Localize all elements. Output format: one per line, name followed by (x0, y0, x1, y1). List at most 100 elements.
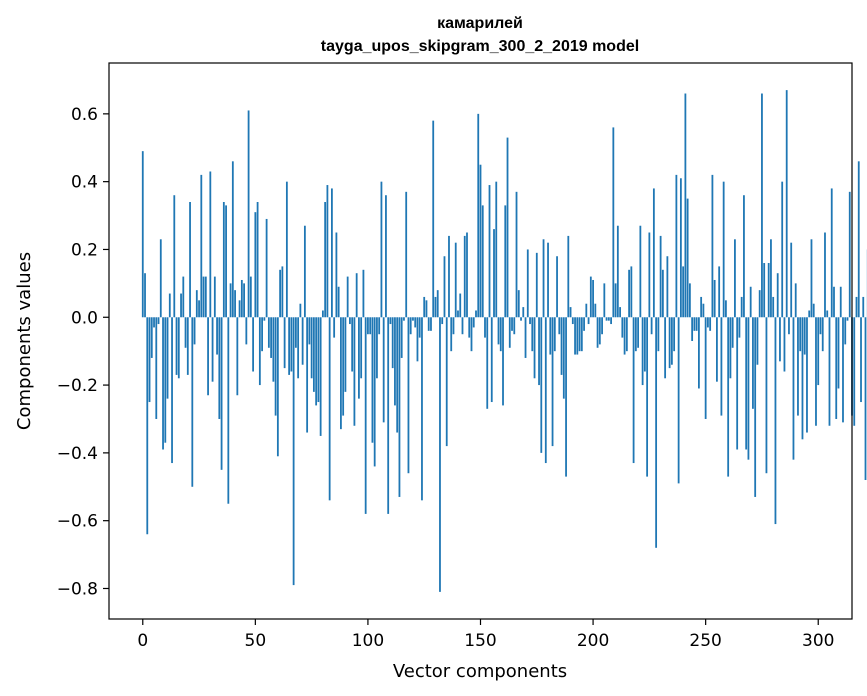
bar (427, 317, 430, 331)
x-tick-label: 150 (464, 631, 496, 651)
bar (538, 317, 540, 386)
bar (454, 242, 457, 318)
bar (722, 181, 725, 318)
bar (207, 317, 209, 396)
bar (819, 317, 822, 335)
y-tick-label: 0.4 (71, 173, 98, 193)
bar (166, 317, 169, 399)
bar (231, 161, 234, 318)
bar (499, 317, 502, 352)
bar (463, 235, 466, 318)
bar (513, 317, 516, 335)
bar (439, 317, 441, 592)
bar (799, 317, 802, 352)
bar (520, 317, 522, 321)
bar (198, 300, 200, 318)
bar (416, 317, 419, 362)
bar (297, 317, 300, 379)
bar (693, 317, 696, 331)
bar (837, 317, 840, 389)
bar (661, 269, 664, 318)
bar (477, 113, 480, 318)
bar (803, 317, 806, 355)
bar (317, 317, 320, 403)
bar (364, 317, 367, 514)
bar (734, 239, 736, 318)
bar (688, 283, 691, 318)
bar (747, 317, 750, 460)
bar (686, 198, 689, 318)
bar (765, 317, 768, 474)
bar (430, 317, 432, 331)
bar (601, 317, 603, 335)
bar (249, 276, 252, 318)
bar (677, 317, 680, 484)
bar (294, 317, 297, 348)
bar (709, 317, 712, 331)
bar (281, 266, 284, 318)
bar (238, 300, 241, 318)
bar (794, 283, 797, 318)
bar (495, 181, 498, 318)
bar (607, 317, 610, 321)
bar (371, 317, 374, 443)
bar (754, 317, 757, 497)
bar (720, 317, 723, 416)
bar (821, 317, 824, 352)
bar (812, 303, 815, 318)
bar (727, 317, 730, 477)
bar (328, 317, 331, 501)
bar (533, 317, 536, 379)
bar (790, 242, 793, 318)
bar (396, 317, 399, 433)
bar (326, 185, 329, 318)
x-tick-label: 100 (352, 631, 384, 651)
bar (236, 317, 239, 396)
bar (360, 317, 363, 379)
bar (459, 293, 462, 318)
x-axis: 0 50 100 150 200 250 300 (137, 619, 834, 651)
bar (182, 276, 185, 318)
bar (594, 303, 597, 318)
bar (265, 218, 268, 318)
bar (308, 317, 311, 345)
bar (220, 317, 223, 470)
bar (391, 317, 394, 369)
bar (679, 178, 682, 318)
bar (664, 317, 667, 379)
bar (571, 317, 574, 325)
bar (472, 317, 475, 328)
chart-subtitle: tayga_upos_skipgram_300_2_2019 model (321, 38, 639, 55)
bar (670, 317, 673, 365)
bar (506, 137, 509, 318)
bar (211, 317, 214, 382)
bar (195, 290, 198, 318)
x-axis-label: Vector components (393, 661, 567, 682)
bar (146, 317, 149, 535)
bar (457, 310, 459, 318)
bar (830, 188, 833, 318)
bar (272, 317, 275, 382)
bar (324, 202, 327, 318)
bar (470, 317, 473, 352)
bar (225, 205, 227, 318)
bar (385, 195, 387, 318)
bar (362, 269, 365, 318)
bar (824, 232, 826, 318)
bar (461, 317, 464, 335)
bar (346, 276, 349, 318)
bar (767, 263, 770, 318)
bar (153, 317, 155, 328)
bar (355, 273, 358, 318)
bar (261, 317, 263, 352)
x-tick-label: 200 (577, 631, 609, 651)
bar (222, 202, 225, 318)
bar (490, 317, 493, 403)
bar (504, 205, 507, 318)
bar (274, 317, 277, 416)
bar (292, 317, 295, 586)
bar (407, 317, 410, 474)
bar (616, 225, 619, 318)
bar (603, 283, 606, 318)
bar (344, 317, 347, 392)
